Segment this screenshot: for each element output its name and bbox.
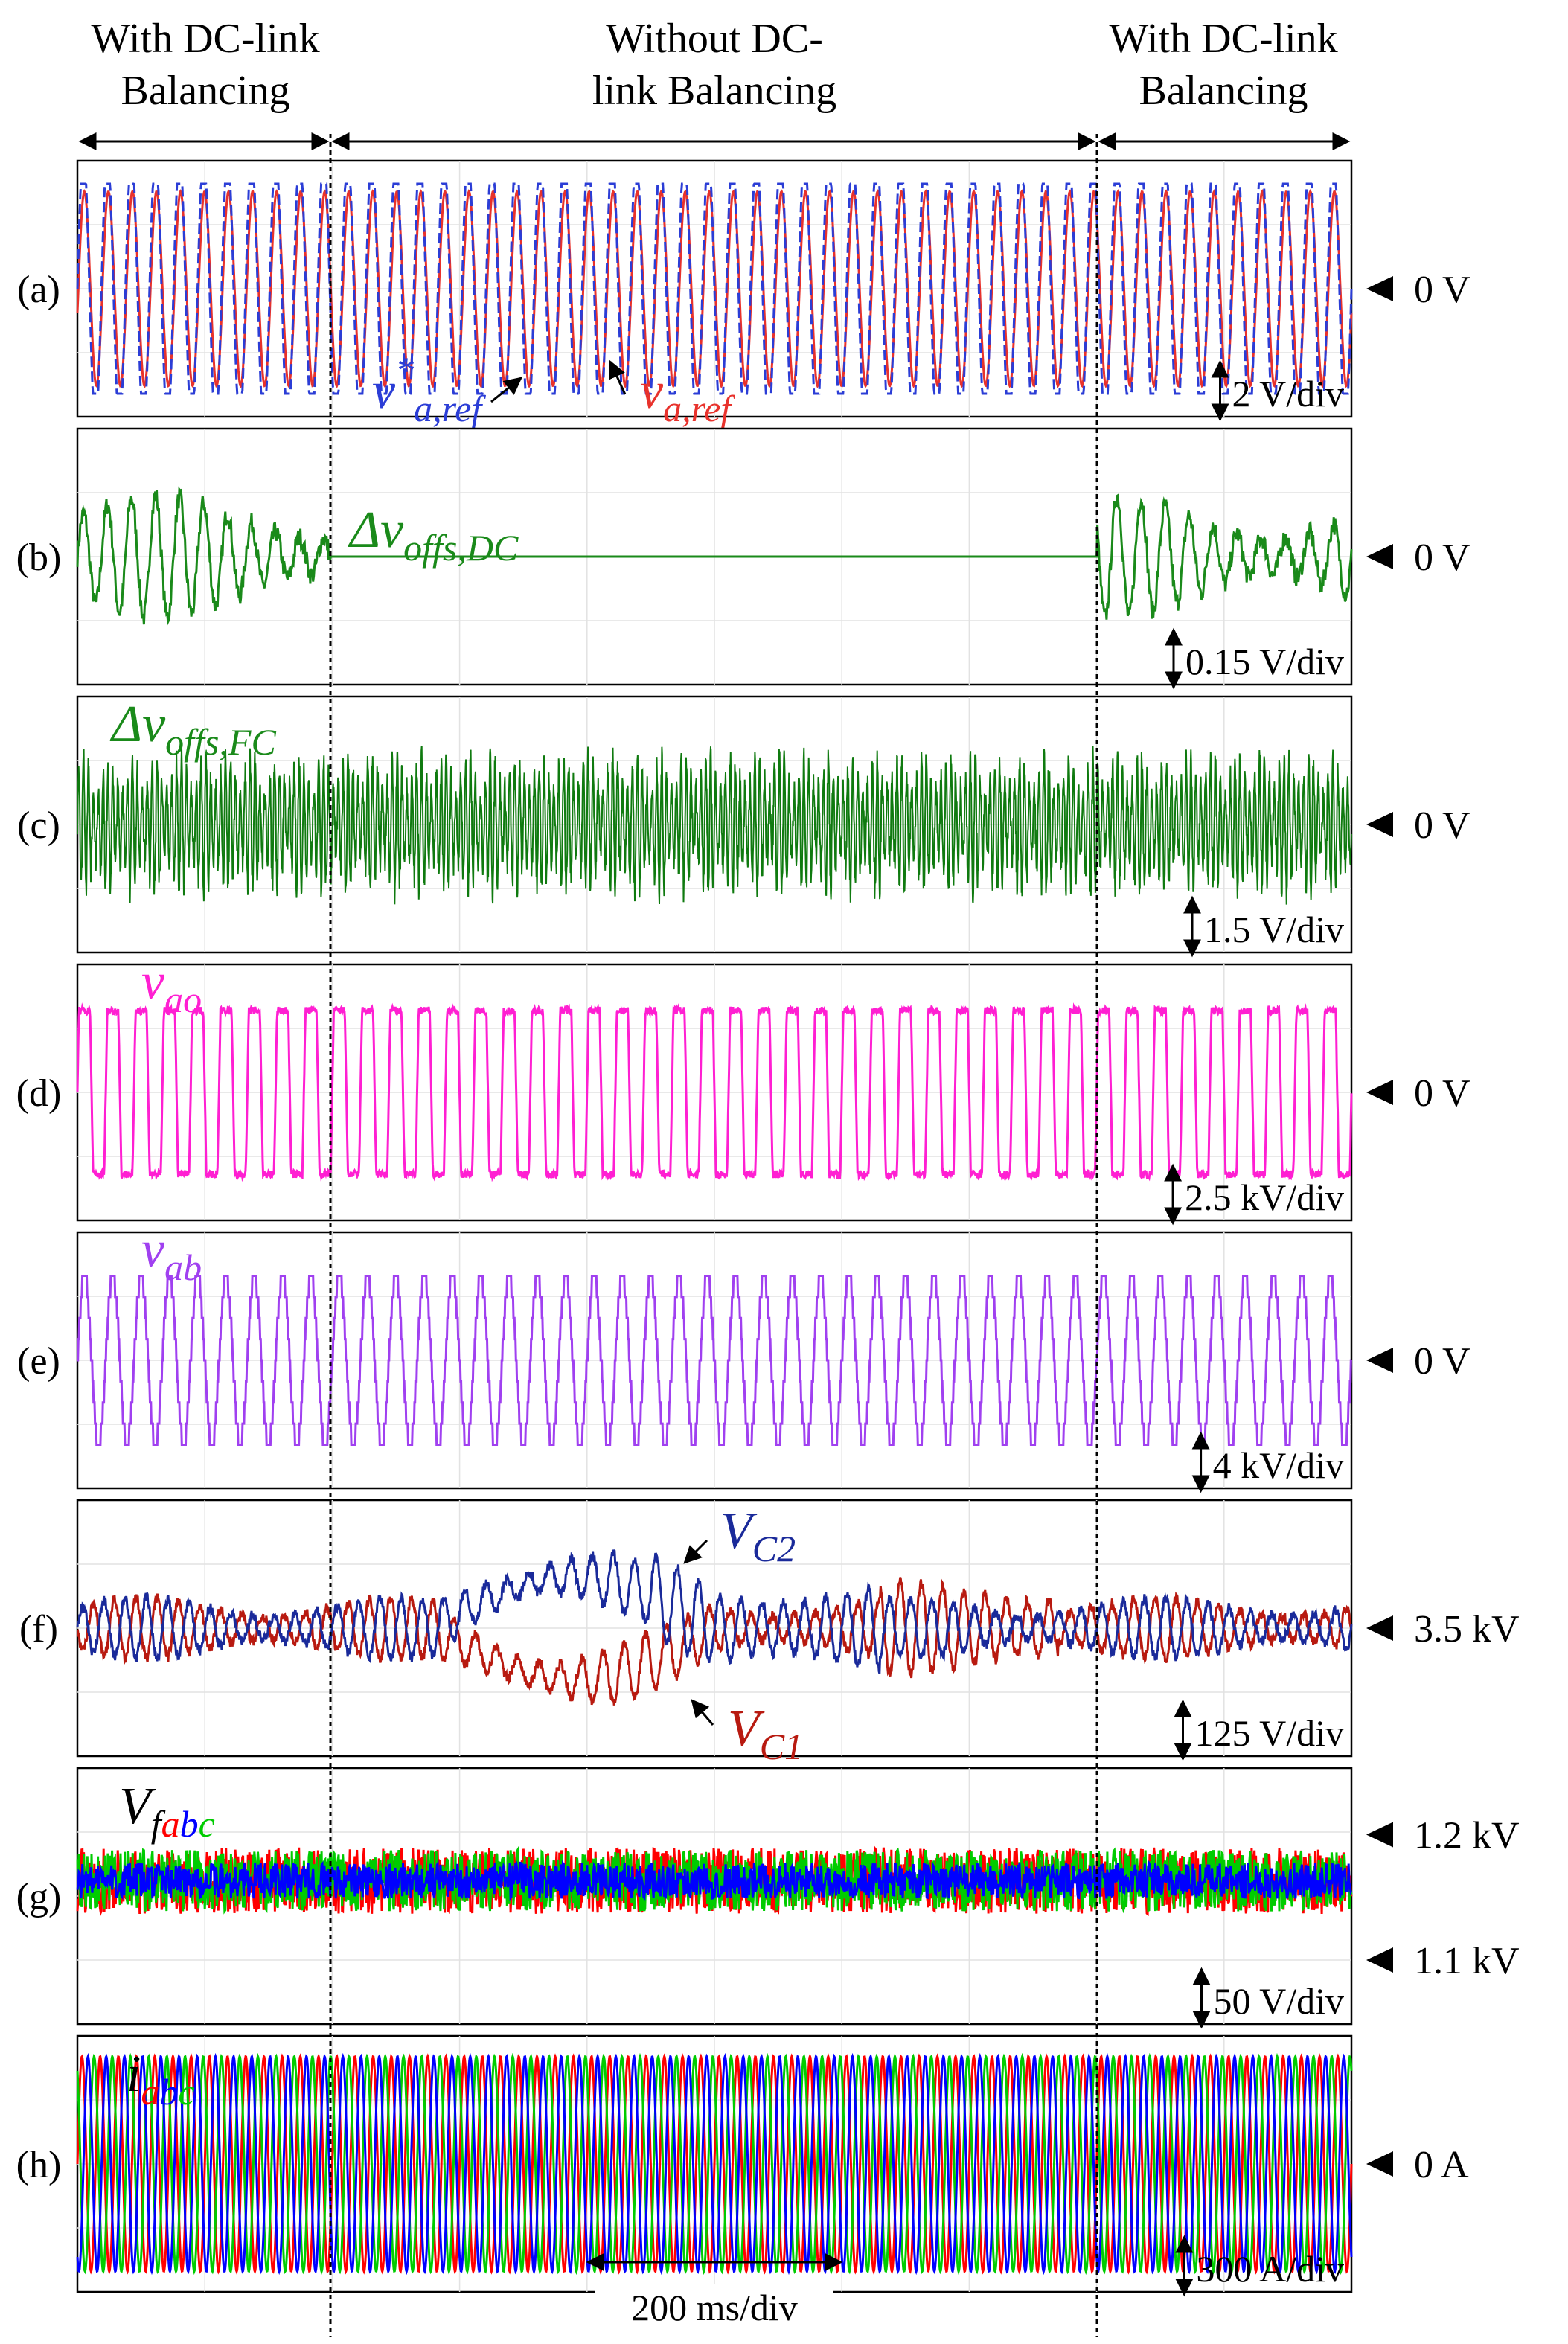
panel-label: (e) — [17, 1340, 60, 1383]
scale-label: 300 A/div — [1196, 2248, 1344, 2290]
level-marker — [1366, 1947, 1393, 1973]
level-label: 0 V — [1414, 269, 1471, 311]
level-label: 3.5 kV — [1414, 1608, 1520, 1650]
level-marker — [1366, 812, 1393, 837]
pointer-arrow — [683, 1539, 708, 1564]
scale-label: 125 V/div — [1195, 1712, 1345, 1754]
panel-label: (c) — [17, 804, 60, 847]
signal-label-part: V — [728, 1700, 765, 1758]
signal-label: vab — [141, 1221, 202, 1288]
level-label: 1.1 kV — [1414, 1940, 1520, 1982]
signal-label: VC2 — [720, 1502, 796, 1569]
waveform — [76, 1002, 1353, 1182]
signal-label-part: c — [199, 1803, 215, 1845]
signal-label: iabc — [127, 2046, 195, 2113]
level-marker — [1366, 276, 1393, 301]
signal-label: Δvoffs,DC — [348, 502, 519, 569]
pointer-arrow — [490, 377, 522, 403]
signal-label-part: * — [395, 349, 414, 391]
waveform — [76, 1845, 1353, 1917]
signal-label-part: offs,DC — [403, 527, 519, 569]
signal-label-part: ao — [164, 979, 202, 1020]
region-label: link Balancing — [592, 68, 836, 114]
region-label: Without DC- — [606, 16, 823, 62]
signal-label-part: a,ref — [414, 388, 486, 429]
waveform — [76, 182, 1353, 395]
signal-label-part: b — [159, 2071, 178, 2113]
level-label: 1.2 kV — [1414, 1814, 1520, 1857]
signal-label: v*a,ref — [372, 349, 486, 429]
signal-label-part: b — [180, 1803, 199, 1845]
scale-label: 0.15 V/div — [1185, 641, 1344, 682]
signal-label: VC1 — [728, 1700, 803, 1767]
pointer-arrow — [609, 359, 627, 395]
signal-label-part: i — [127, 2046, 141, 2103]
pointer-arrow — [691, 1699, 714, 1726]
level-label: 0 A — [1414, 2144, 1469, 2186]
waveform — [77, 745, 1352, 905]
signal-label-part: V — [720, 1502, 758, 1560]
waveform — [76, 1860, 1353, 1901]
scale-label: 2.5 kV/div — [1185, 1176, 1344, 1218]
waveform — [76, 2053, 1353, 2275]
signal-label-part: ab — [164, 1246, 202, 1288]
panel-label: (f) — [19, 1608, 58, 1650]
level-label: 0 V — [1414, 537, 1471, 579]
waveform — [76, 486, 1353, 627]
level-marker — [1366, 1822, 1393, 1848]
scale-label: 1.5 V/div — [1204, 909, 1344, 950]
signal-label: vao — [141, 953, 202, 1020]
scale-label: 50 V/div — [1214, 1980, 1345, 2022]
waveform — [76, 1845, 1353, 1915]
signal-label-part: v — [640, 362, 664, 420]
signal-label-part: v — [141, 1221, 165, 1278]
signal-label-part: a,ref — [663, 388, 735, 429]
region-label: With DC-link — [91, 16, 319, 62]
signal-label-part: V — [119, 1778, 156, 1835]
time-scale-label: 200 ms/div — [631, 2287, 798, 2328]
scale-label: 4 kV/div — [1213, 1444, 1344, 1486]
panel-label: (a) — [17, 269, 60, 311]
panel-label: (d) — [16, 1072, 62, 1115]
waveform — [76, 1549, 1353, 1674]
signal-label-part: a — [141, 2071, 159, 2113]
signal-label-part: C1 — [760, 1726, 803, 1767]
signal-label-part: Δv — [109, 696, 166, 753]
panel-label: (b) — [16, 537, 62, 579]
level-marker — [1366, 1615, 1393, 1641]
time-scale-bg — [595, 2284, 833, 2329]
panel-label: (g) — [16, 1876, 62, 1918]
signal-label-part: Δv — [348, 502, 404, 559]
waveform — [77, 1275, 1352, 1446]
signal-label: Δvoffs,FC — [109, 696, 276, 763]
level-marker — [1366, 1080, 1393, 1105]
signal-label-part: c — [178, 2071, 194, 2113]
signal-label: va,ref — [640, 362, 735, 429]
level-label: 0 V — [1414, 1072, 1471, 1115]
level-label: 0 V — [1414, 804, 1471, 847]
level-marker — [1366, 1348, 1393, 1373]
scale-label: 2 V/div — [1232, 373, 1345, 414]
signal-label: Vfabc — [119, 1778, 215, 1845]
signal-label-part: v — [372, 362, 396, 420]
level-marker — [1366, 2151, 1393, 2177]
waveform — [76, 2052, 1353, 2276]
region-label: With DC-link — [1109, 16, 1337, 62]
signal-label-part: v — [141, 953, 165, 1011]
signal-label-part: a — [161, 1803, 180, 1845]
signal-label-part: offs,FC — [165, 721, 276, 763]
panel-label: (h) — [16, 2144, 62, 2186]
level-marker — [1366, 544, 1393, 569]
signal-label-part: C2 — [752, 1528, 796, 1569]
level-label: 0 V — [1414, 1340, 1471, 1383]
region-label: Balancing — [1139, 68, 1308, 114]
region-label: Balancing — [121, 68, 289, 114]
